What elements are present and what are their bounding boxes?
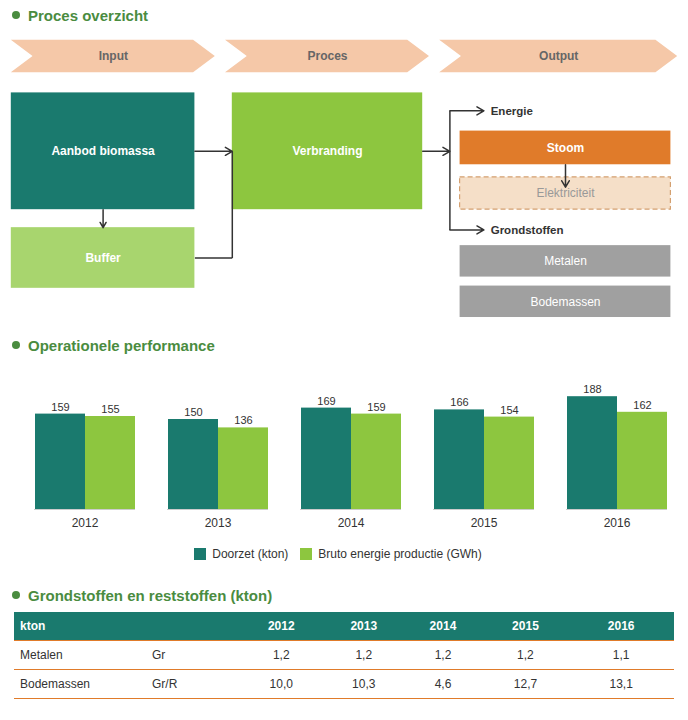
html-text:Doorzet (kton): Doorzet (kton) <box>212 546 289 561</box>
html-text:2014: 2014 <box>429 619 457 633</box>
html-text:1,2: 1,2 <box>517 648 534 662</box>
html-text:10,3: 10,3 <box>352 677 376 691</box>
svg-text:Proces: Proces <box>307 49 347 63</box>
html-text:1,2: 1,2 <box>434 648 452 662</box>
html-text:Bruto energie productie (GWh): Bruto energie productie (GWh) <box>318 546 482 561</box>
svg-text:Grondstoffen: Grondstoffen <box>491 224 564 236</box>
svg-text:136: 136 <box>234 414 252 426</box>
svg-text:154: 154 <box>500 404 518 416</box>
svg-text:Metalen: Metalen <box>544 254 587 268</box>
svg-text:Elektriciteit: Elektriciteit <box>536 186 595 200</box>
html-text:Gr: Gr <box>152 648 166 662</box>
html-text:Metalen: Metalen <box>20 648 63 662</box>
html-text:Gr/R: Gr/R <box>152 677 178 691</box>
svg-text:2014: 2014 <box>338 516 365 530</box>
html-text:4,6: 4,6 <box>434 677 452 691</box>
html-text:13,1: 13,1 <box>609 677 633 691</box>
svg-text:2015: 2015 <box>471 516 498 530</box>
svg-text:Buffer: Buffer <box>85 251 121 265</box>
svg-text:Verbranding: Verbranding <box>292 144 362 158</box>
svg-text:162: 162 <box>633 399 651 411</box>
svg-text:Energie: Energie <box>491 105 533 117</box>
html-text:2016: 2016 <box>607 619 635 633</box>
html-text:2015: 2015 <box>512 619 539 633</box>
html-text:Proces overzicht: Proces overzicht <box>28 6 149 24</box>
html-text:kton: kton <box>20 619 46 633</box>
html-text:2012: 2012 <box>267 619 295 633</box>
svg-text:188: 188 <box>583 383 601 395</box>
html-text:1,2: 1,2 <box>272 648 290 662</box>
html-text:2013: 2013 <box>350 619 378 633</box>
svg-text:159: 159 <box>51 401 69 413</box>
svg-text:150: 150 <box>184 406 202 418</box>
html-text:Bodemassen: Bodemassen <box>20 677 90 691</box>
svg-text:155: 155 <box>101 403 119 415</box>
svg-text:Stoom: Stoom <box>547 141 584 155</box>
svg-text:Input: Input <box>99 49 128 63</box>
html-text:12,7: 12,7 <box>513 677 538 691</box>
html-text:Operationele performance: Operationele performance <box>28 336 215 354</box>
svg-text:Aanbod biomassa: Aanbod biomassa <box>51 144 155 158</box>
html-text:10,0: 10,0 <box>269 677 293 691</box>
svg-text:159: 159 <box>367 401 385 413</box>
html-text:Grondstoffen en reststoffen (k: Grondstoffen en reststoffen (kton) <box>28 586 273 604</box>
svg-text:2016: 2016 <box>604 516 631 530</box>
svg-text:Output: Output <box>539 49 578 63</box>
html-text:1,2: 1,2 <box>355 648 373 662</box>
html-text:1,1: 1,1 <box>612 648 630 662</box>
svg-text:166: 166 <box>450 396 468 408</box>
svg-text:169: 169 <box>317 395 335 407</box>
svg-text:2013: 2013 <box>205 516 232 530</box>
svg-text:Bodemassen: Bodemassen <box>530 295 600 309</box>
svg-text:2012: 2012 <box>72 516 99 530</box>
